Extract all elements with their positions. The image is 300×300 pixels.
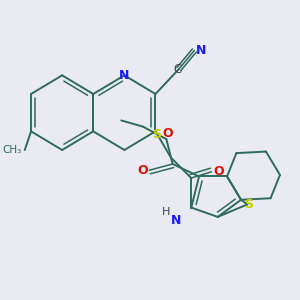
Text: S: S [244,198,253,211]
Text: O: O [213,165,224,178]
Text: N: N [170,214,181,226]
Text: N: N [196,44,206,57]
Text: C: C [173,63,182,76]
Text: S: S [152,128,161,141]
Text: O: O [163,127,173,140]
Text: H: H [162,207,171,217]
Text: N: N [119,69,130,82]
Text: O: O [137,164,148,177]
Text: CH₃: CH₃ [2,145,22,155]
